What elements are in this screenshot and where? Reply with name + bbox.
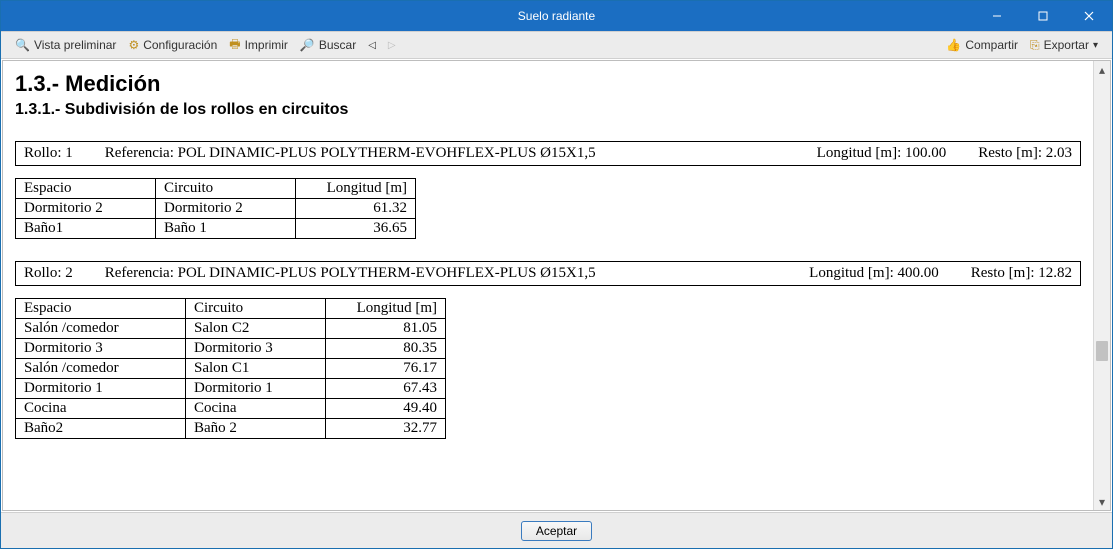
scroll-down-button[interactable]: ▾ [1094,493,1110,510]
cell-longitud: 49.40 [326,399,446,419]
col-espacio: Espacio [16,299,186,319]
content-wrapper: 1.3.- Medición 1.3.1.- Subdivisión de lo… [2,60,1111,511]
table-row: Dormitorio 1Dormitorio 167.43 [16,379,446,399]
dialog-footer: Aceptar [1,512,1112,548]
circuit-table: EspacioCircuitoLongitud [m]Salón /comedo… [15,298,446,439]
table-row: Dormitorio 2Dormitorio 261.32 [16,199,416,219]
scroll-thumb[interactable] [1096,341,1108,361]
cell-circuito: Baño 1 [156,219,296,239]
minimize-button[interactable] [974,1,1020,31]
roll-num: Rollo: 1 [24,145,73,162]
cell-circuito: Dormitorio 2 [156,199,296,219]
triangle-left-icon: ◁ [368,40,376,51]
title-bar: Suelo radiante [1,1,1112,31]
cell-circuito: Salon C2 [186,319,326,339]
col-espacio: Espacio [16,179,156,199]
cell-circuito: Baño 2 [186,419,326,439]
roll-length: Longitud [m]: 400.00 [809,265,939,282]
scroll-up-button[interactable]: ▴ [1094,61,1110,78]
share-button[interactable]: 👍 Compartir [940,36,1024,54]
cell-espacio: Baño1 [16,219,156,239]
cell-circuito: Salon C1 [186,359,326,379]
config-label: Configuración [143,38,217,52]
preview-label: Vista preliminar [34,38,116,52]
search-label: Buscar [319,38,356,52]
cell-circuito: Dormitorio 3 [186,339,326,359]
window-title: Suelo radiante [518,9,595,23]
print-label: Imprimir [245,38,288,52]
search-button[interactable]: 🔎 Buscar [294,36,362,54]
col-longitud: Longitud [m] [326,299,446,319]
cell-longitud: 36.65 [296,219,416,239]
roll-rest: Resto [m]: 12.82 [971,265,1072,282]
section-subheading: 1.3.1.- Subdivisión de los rollos en cir… [15,101,1081,119]
nav-next-button[interactable]: ▷ [382,38,402,53]
window-controls [974,1,1112,31]
toolbar: 🔍 Vista preliminar ⚙ Configuración 🖶 Imp… [1,31,1112,59]
export-button[interactable]: ⎘ Exportar ▾ [1024,36,1104,55]
table-row: Salón /comedorSalon C281.05 [16,319,446,339]
chevron-down-icon: ▾ [1093,40,1098,51]
cell-espacio: Salón /comedor [16,319,186,339]
roll-reference: Referencia: POL DINAMIC-PLUS POLYTHERM-E… [105,145,785,162]
col-circuito: Circuito [186,299,326,319]
roll-reference: Referencia: POL DINAMIC-PLUS POLYTHERM-E… [105,265,777,282]
close-button[interactable] [1066,1,1112,31]
cell-espacio: Baño2 [16,419,186,439]
cell-longitud: 76.17 [326,359,446,379]
nav-prev-button[interactable]: ◁ [362,38,382,53]
roll-header: Rollo: 1 Referencia: POL DINAMIC-PLUS POL… [15,141,1081,166]
roll-header: Rollo: 2 Referencia: POL DINAMIC-PLUS POL… [15,261,1081,286]
export-label: Exportar [1044,38,1089,52]
search-icon: 🔎 [300,38,315,52]
cell-espacio: Dormitorio 1 [16,379,186,399]
cell-espacio: Dormitorio 3 [16,339,186,359]
print-icon: 🖶 [229,35,240,56]
preview-icon: 🔍 [15,38,30,52]
share-icon: 👍 [946,38,961,52]
table-row: Baño2Baño 232.77 [16,419,446,439]
gear-icon: ⚙ [128,38,139,52]
roll-length: Longitud [m]: 100.00 [817,145,947,162]
preview-button[interactable]: 🔍 Vista preliminar [9,36,122,54]
table-row: Dormitorio 3Dormitorio 380.35 [16,339,446,359]
app-window: Suelo radiante 🔍 Vista preliminar ⚙ Conf… [0,0,1113,549]
maximize-button[interactable] [1020,1,1066,31]
accept-button[interactable]: Aceptar [521,521,592,541]
cell-espacio: Cocina [16,399,186,419]
share-label: Compartir [965,38,1018,52]
cell-circuito: Cocina [186,399,326,419]
cell-longitud: 32.77 [326,419,446,439]
cell-longitud: 81.05 [326,319,446,339]
col-circuito: Circuito [156,179,296,199]
cell-longitud: 67.43 [326,379,446,399]
print-button[interactable]: 🖶 Imprimir [223,33,294,58]
circuit-table: EspacioCircuitoLongitud [m]Dormitorio 2D… [15,178,416,239]
table-row: Salón /comedorSalon C176.17 [16,359,446,379]
triangle-right-icon: ▷ [388,40,396,51]
cell-longitud: 80.35 [326,339,446,359]
cell-circuito: Dormitorio 1 [186,379,326,399]
table-row: CocinaCocina49.40 [16,399,446,419]
rolls-container: Rollo: 1 Referencia: POL DINAMIC-PLUS POL… [15,141,1081,439]
section-heading: 1.3.- Medición [15,71,1081,97]
roll-rest: Resto [m]: 2.03 [978,145,1072,162]
document-content: 1.3.- Medición 1.3.1.- Subdivisión de lo… [3,61,1093,510]
table-row: Baño1Baño 136.65 [16,219,416,239]
cell-espacio: Salón /comedor [16,359,186,379]
roll-num: Rollo: 2 [24,265,73,282]
col-longitud: Longitud [m] [296,179,416,199]
export-icon: ⎘ [1030,38,1040,53]
config-button[interactable]: ⚙ Configuración [122,36,223,54]
vertical-scrollbar[interactable]: ▴ ▾ [1093,61,1110,510]
cell-espacio: Dormitorio 2 [16,199,156,219]
cell-longitud: 61.32 [296,199,416,219]
